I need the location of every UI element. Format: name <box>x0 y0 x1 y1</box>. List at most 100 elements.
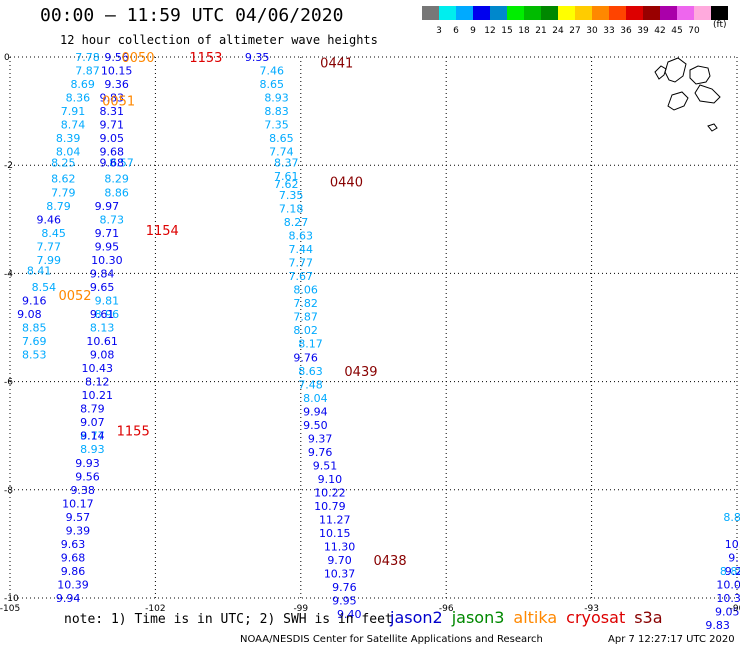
scale-swatch <box>626 6 643 20</box>
scale-swatch <box>524 6 541 20</box>
chart-note: note: 1) Time is in UTC; 2) SWH is in fe… <box>64 612 393 627</box>
wave-height-value: 8.8 <box>723 511 740 524</box>
wave-height-value: 10.79 <box>314 500 346 513</box>
wave-height-value: 9.37 <box>308 432 333 445</box>
wave-height-value: 9.63 <box>61 538 86 551</box>
island-outline <box>689 65 711 85</box>
galapagos-coastline <box>654 57 721 132</box>
wave-height-value: 9.05 <box>715 606 740 619</box>
wave-height-value: 8.36 <box>66 92 91 105</box>
wave-height-value: 7.99 <box>37 254 62 267</box>
wave-height-value: 9.76 <box>332 581 357 594</box>
wave-height-value: 8.27 <box>284 216 309 229</box>
wave-height-value: 8.13 <box>90 322 115 335</box>
x-tick-label: -105 <box>0 604 20 614</box>
wave-height-value: 7.35 <box>264 119 289 132</box>
wave-height-value: 8.41 <box>27 265 52 278</box>
scale-tick-label: 70 <box>688 26 700 36</box>
wave-height-value: 9.68 <box>100 146 125 159</box>
wave-height-value: 8.57 <box>109 156 134 169</box>
wave-height-value: 8.63 <box>298 365 323 378</box>
wave-height-value: 9.57 <box>66 511 91 524</box>
wave-height-value: 8.93 <box>80 443 105 456</box>
wave-height-value: 9.38 <box>70 484 95 497</box>
island-outline <box>664 57 687 83</box>
wave-height-value: 9.76 <box>308 446 333 459</box>
wave-height-value: 10.15 <box>319 527 351 540</box>
x-tick-label: -102 <box>145 604 165 614</box>
wave-height-value: 9.46 <box>37 213 62 226</box>
pass-time-label: 0051 <box>102 94 135 109</box>
wave-height-value: 8.25 <box>51 156 76 169</box>
wave-height-value: 7.44 <box>289 243 314 256</box>
wave-height-value: 8.79 <box>80 403 105 416</box>
wave-height-value: 7.87 <box>75 65 100 78</box>
scale-swatch <box>439 6 456 20</box>
wave-height-value: 9.61 <box>90 308 115 321</box>
x-tick-label: -90 <box>730 604 740 614</box>
scale-swatch <box>592 6 609 20</box>
wave-height-value: 8.54 <box>32 281 57 294</box>
chart-subtitle: 12 hour collection of altimeter wave hei… <box>60 33 378 47</box>
scale-swatch <box>677 6 694 20</box>
wave-height-value: 10.15 <box>101 65 133 78</box>
y-tick-label: -8 <box>4 486 13 496</box>
wave-height-value: 10.08 <box>716 578 740 591</box>
scale-swatch <box>541 6 558 20</box>
pass-time-label: 1153 <box>189 51 222 66</box>
pass-time-label: 0438 <box>374 554 407 569</box>
wave-height-value: 9.71 <box>95 227 120 240</box>
wave-height-value: 7.91 <box>61 105 86 118</box>
wave-height-value: 8.65 <box>269 132 294 145</box>
pass-time-labels: 1153 0050 0441 0051 0440 1154 0052 0439 1155 0438 <box>58 51 406 569</box>
wave-height-value: 9.51 <box>313 459 338 472</box>
wave-height-value: 9.94 <box>56 592 81 605</box>
wave-height-value: 7.18 <box>279 202 304 215</box>
wave-height-value: 7.74 <box>269 146 294 159</box>
wave-height-value: 9.65 <box>90 281 115 294</box>
wave-height-value: 9.56 <box>75 470 100 483</box>
footer-credit: NOAA/NESDIS Center for Satellite Applica… <box>240 634 543 645</box>
pass-time-label: 0050 <box>121 51 154 66</box>
wave-height-points: 7.787.878.698.367.918.748.398.048.258.62… <box>17 51 740 632</box>
scale-swatch <box>490 6 507 20</box>
y-tick-label: -2 <box>4 161 13 171</box>
scale-swatch <box>575 6 592 20</box>
scale-swatch <box>558 6 575 20</box>
scale-tick-label: 15 <box>501 26 513 36</box>
wave-height-value: 7.48 <box>298 378 323 391</box>
island-outline <box>707 123 718 132</box>
wave-height-value: 9.08 <box>17 308 42 321</box>
wave-height-value: 10.21 <box>81 389 113 402</box>
map-axes: -105 -102 -99 -96 -93 -90 0 -2 -4 -6 -8 -10 <box>0 53 740 614</box>
scale-tick-label: 21 <box>535 26 547 36</box>
scale-swatch <box>609 6 626 20</box>
y-tick-label: -4 <box>4 269 13 279</box>
wave-height-value: 10.39 <box>57 578 89 591</box>
wave-height-value: 8.29 <box>104 173 129 186</box>
wave-height-value: 8.17 <box>298 338 323 351</box>
scale-swatch <box>507 6 524 20</box>
wave-height-value: 7.77 <box>289 257 314 270</box>
wave-height-value: 7.62 <box>274 178 299 191</box>
wave-height-value: 9.83 <box>705 619 730 632</box>
wave-height-value: 7.82 <box>293 297 318 310</box>
scale-tick-label: 6 <box>453 26 459 36</box>
wave-height-value: 8.39 <box>56 132 81 145</box>
scale-tick-label: 18 <box>518 26 530 36</box>
scale-tick-label: 3 <box>436 26 442 36</box>
wave-height-value: 9.84 <box>90 267 115 280</box>
wave-height-value: 10.61 <box>86 335 118 348</box>
y-tick-label: -10 <box>4 594 19 604</box>
footer-timestamp: Apr 7 12:27:17 UTC 2020 <box>608 634 735 645</box>
wave-height-value: 10.17 <box>62 497 94 510</box>
pass-time-label: 0052 <box>58 289 91 304</box>
legend-item-jason3: jason3 <box>451 608 505 627</box>
wave-height-value: 10.22 <box>314 487 346 500</box>
scale-swatch <box>643 6 660 20</box>
wave-height-value: 10.30 <box>91 254 123 267</box>
wave-height-value: 8.83 <box>264 105 289 118</box>
scale-tick-label: 24 <box>552 26 564 36</box>
y-tick-label: 0 <box>4 53 10 63</box>
wave-height-value: 8.31 <box>100 105 125 118</box>
